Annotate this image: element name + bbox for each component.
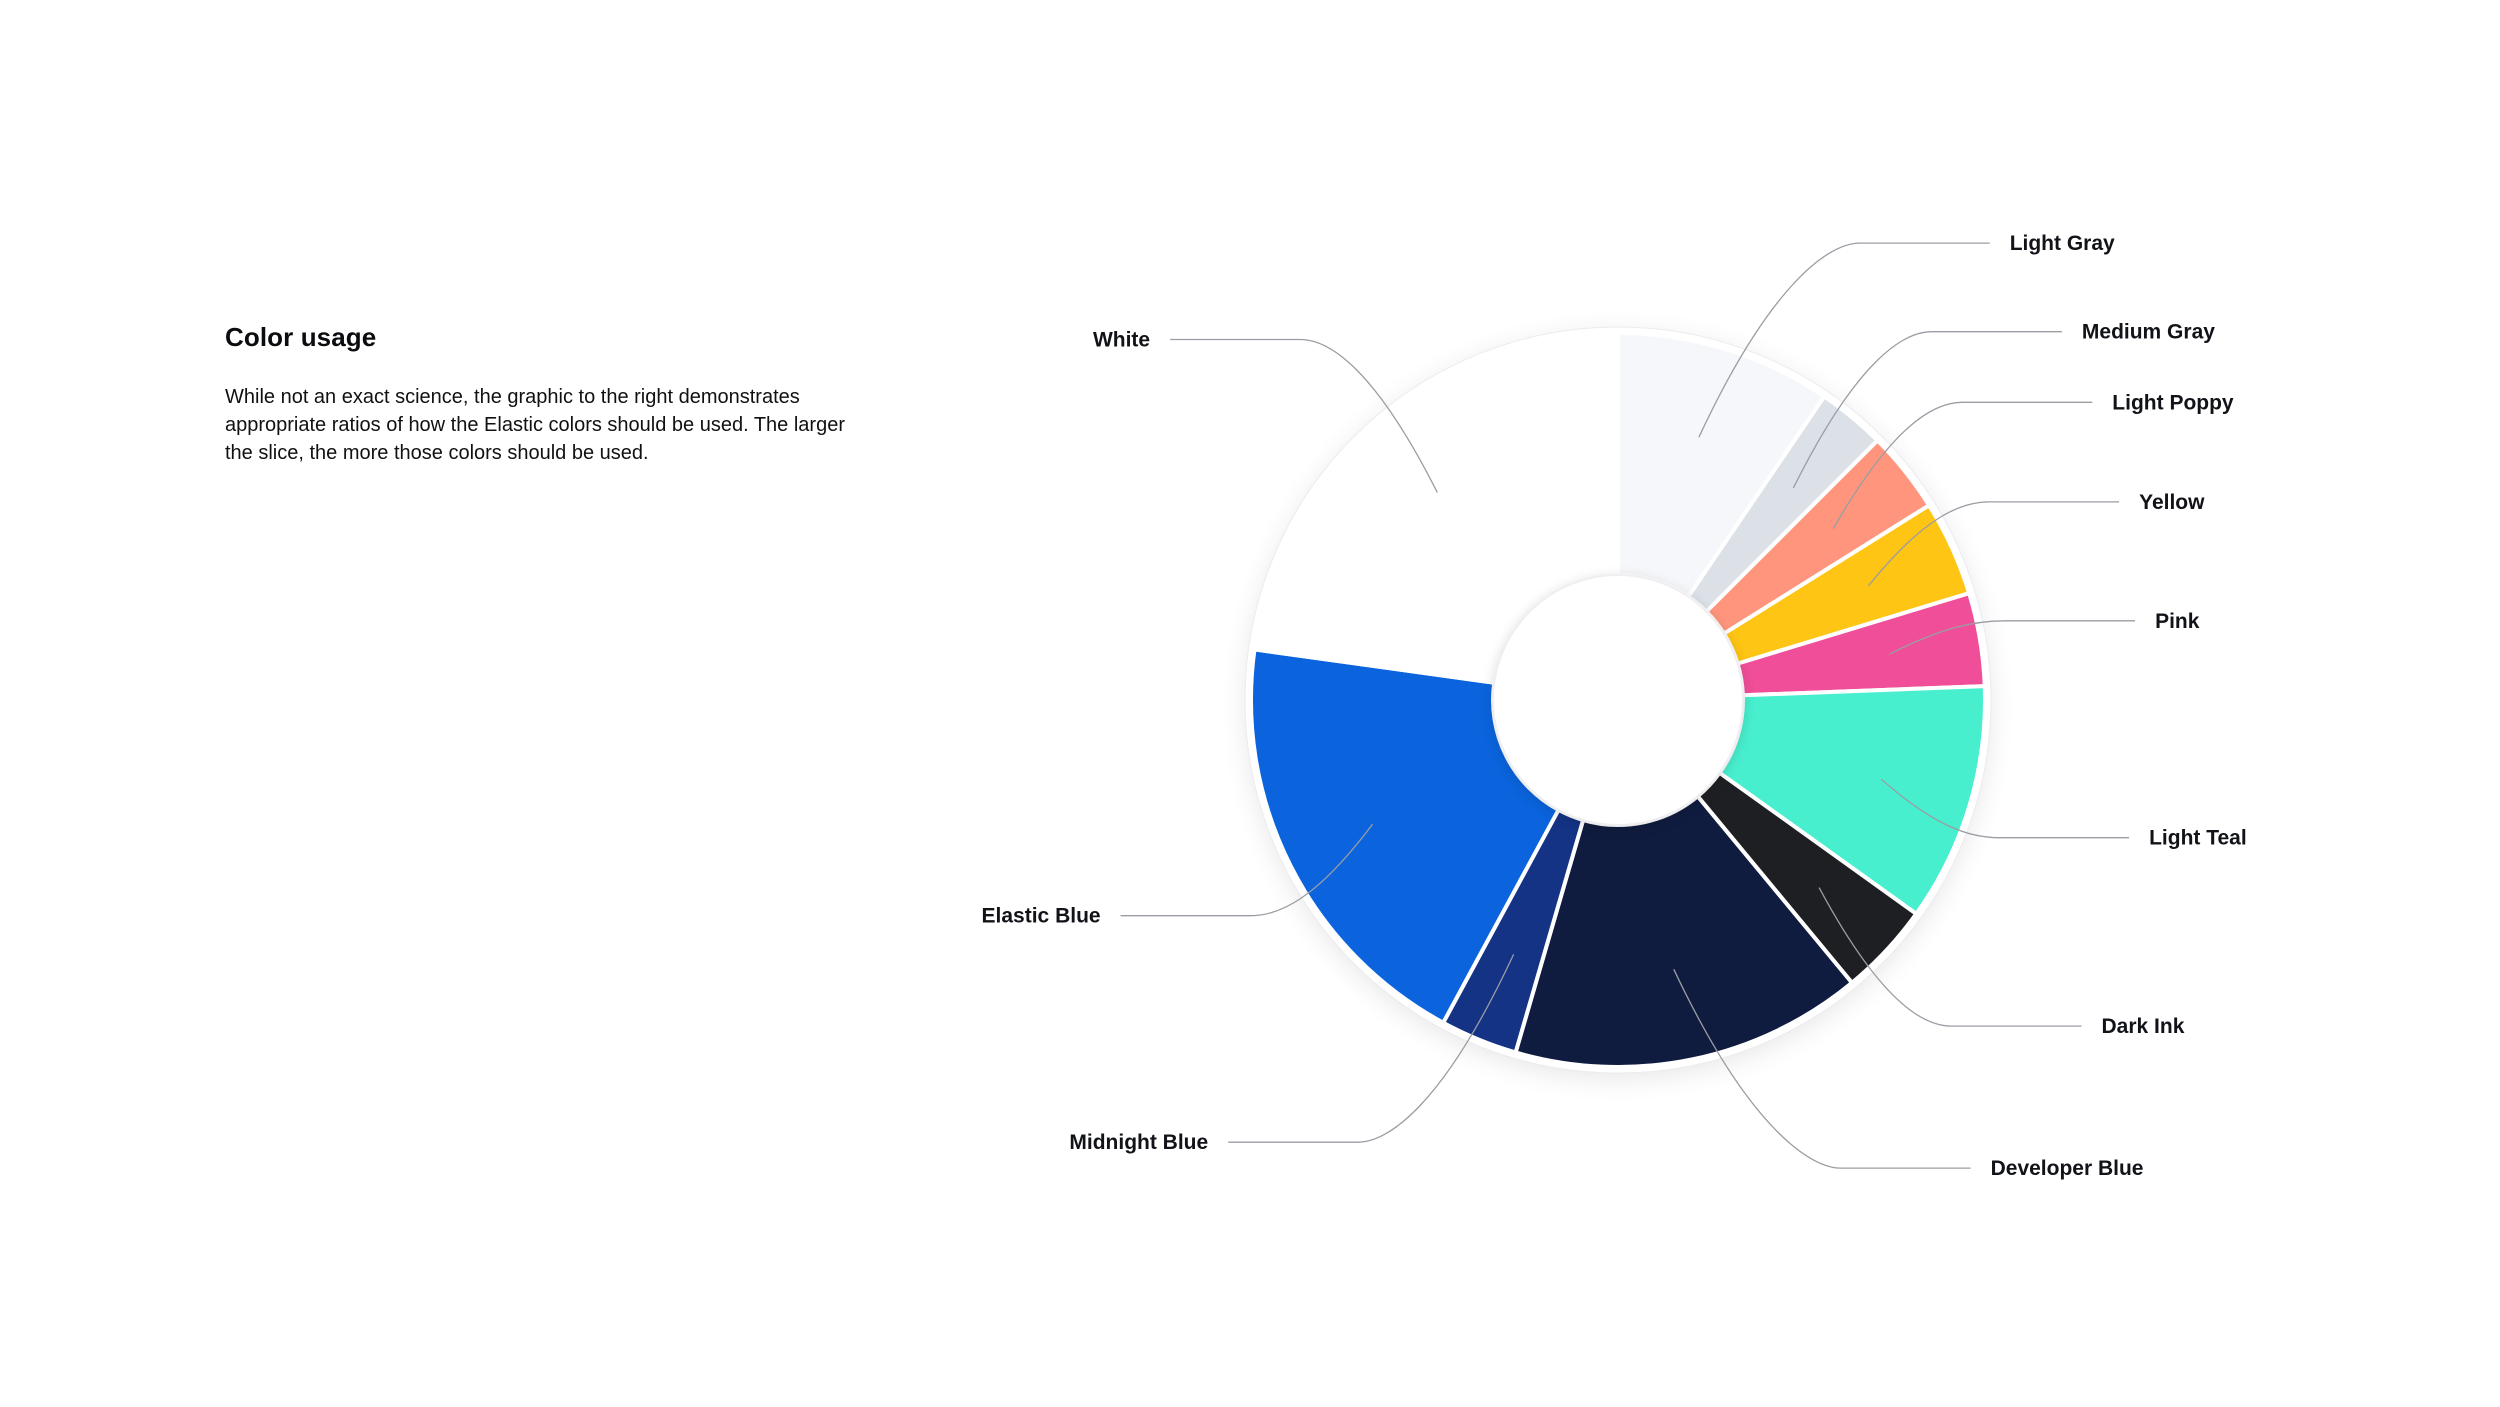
label-developer-blue: Developer Blue	[1991, 1157, 2144, 1180]
donut-hole	[1491, 574, 1745, 830]
leader-line-midnight-blue	[1228, 954, 1515, 1143]
leader-line-dark-ink	[1818, 887, 2082, 1027]
slices-group	[1249, 331, 1987, 1069]
intro-block: Color usage While not an exact science, …	[225, 322, 845, 467]
leader-lines-group	[1120, 242, 2136, 1169]
label-light-poppy: Light Poppy	[2112, 391, 2234, 414]
leader-line-yellow	[1867, 501, 2120, 587]
label-elastic-blue: Elastic Blue	[982, 905, 1101, 928]
leader-line-light-gray	[1698, 242, 1990, 438]
leader-line-light-teal	[1880, 778, 2130, 839]
label-pink: Pink	[2155, 610, 2200, 633]
label-dark-ink: Dark Ink	[2102, 1015, 2185, 1038]
label-light-gray: Light Gray	[2010, 232, 2115, 255]
leader-line-medium-gray	[1792, 331, 2062, 489]
label-yellow: Yellow	[2139, 491, 2205, 514]
leader-line-pink	[1888, 620, 2136, 655]
leader-line-elastic-blue	[1120, 823, 1374, 917]
section-title: Color usage	[225, 322, 377, 352]
label-white: White	[1093, 329, 1150, 352]
label-light-teal: Light Teal	[2149, 827, 2247, 850]
label-midnight-blue: Midnight Blue	[1069, 1131, 1208, 1154]
labels-group: Light Gray Medium Gray Light Poppy Yellow Pi…	[982, 232, 2247, 1180]
section-description: While not an exact science, the graphic …	[225, 386, 845, 464]
leader-line-developer-blue	[1673, 969, 1971, 1169]
label-medium-gray: Medium Gray	[2082, 321, 2215, 344]
leader-line-light-poppy	[1832, 401, 2093, 530]
hole-center	[1492, 574, 1744, 826]
leader-line-white	[1170, 338, 1438, 493]
